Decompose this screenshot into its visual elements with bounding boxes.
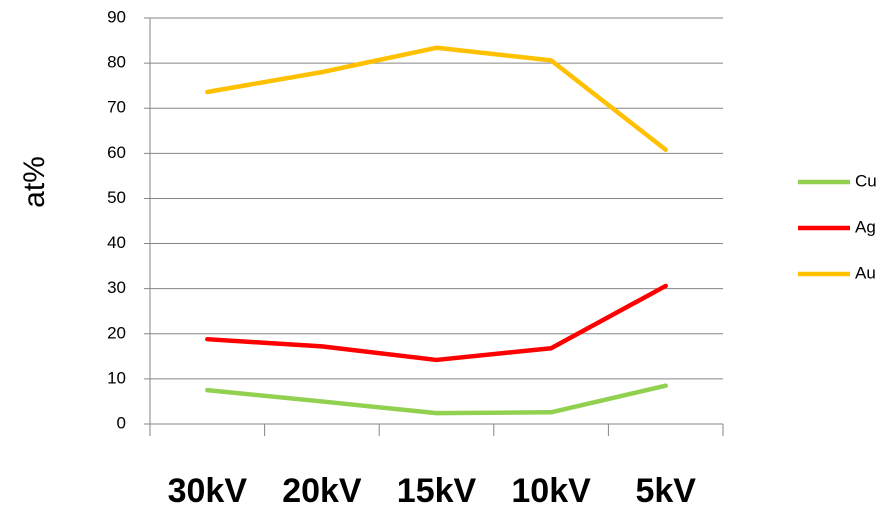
y-tick-label: 10 <box>107 368 126 387</box>
legend-label: Au <box>855 263 876 282</box>
x-tick-label: 15kV <box>397 472 477 505</box>
y-tick-label: 30 <box>107 278 126 297</box>
y-tick-label: 90 <box>107 7 126 26</box>
legend-label: Ag <box>855 217 876 236</box>
y-tick-label: 0 <box>117 413 126 432</box>
legend-label: Cu <box>855 171 877 190</box>
x-tick-label: 20kV <box>282 472 362 505</box>
x-tick-label: 5kV <box>635 472 696 505</box>
line-series <box>205 45 668 152</box>
x-tick-label: 30kV <box>168 472 248 505</box>
y-axis-label: at% <box>18 156 51 208</box>
y-tick-label: 60 <box>107 143 126 162</box>
y-tick-label: 80 <box>107 53 126 72</box>
y-tick-label: 20 <box>107 323 126 342</box>
line-series <box>205 283 668 363</box>
x-tick-label: 10kV <box>511 472 591 505</box>
line-series <box>205 383 668 416</box>
y-tick-label: 70 <box>107 98 126 117</box>
y-tick-label: 50 <box>107 188 126 207</box>
y-tick-label: 40 <box>107 233 126 252</box>
